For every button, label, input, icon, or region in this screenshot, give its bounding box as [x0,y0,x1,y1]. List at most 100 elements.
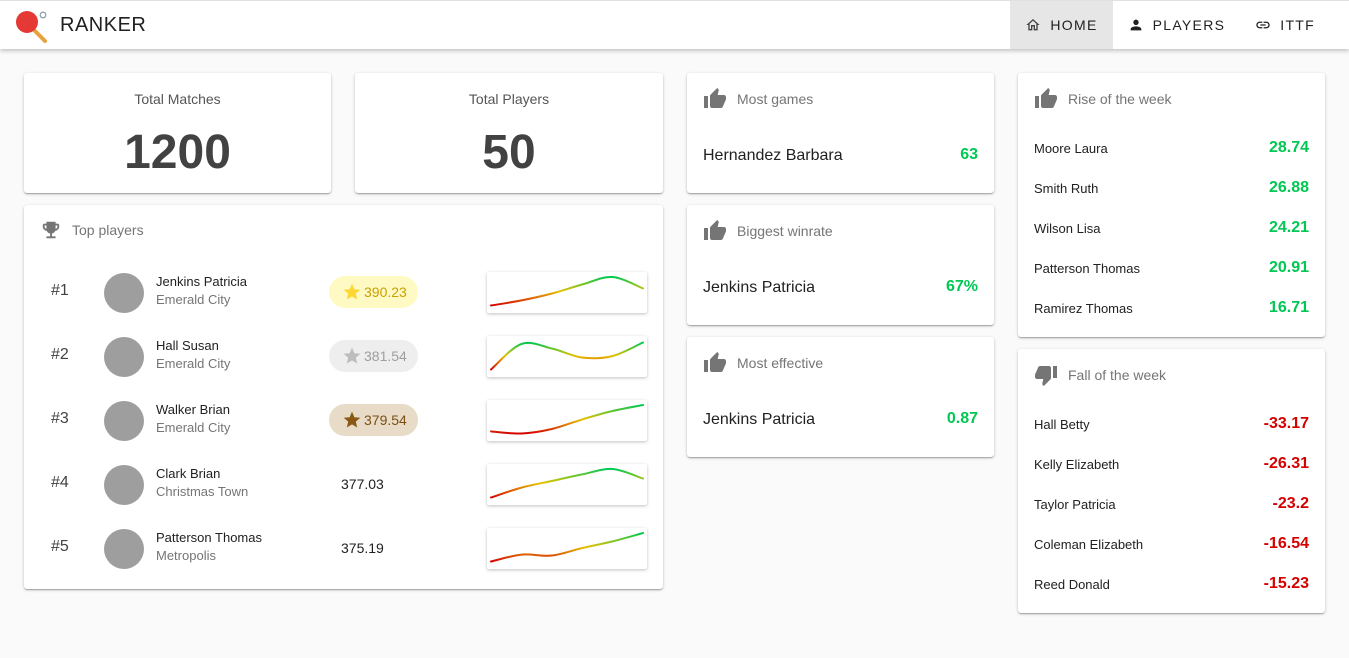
most-effective-title: Most effective [737,355,824,371]
biggest-winrate-card: Biggest winrate Jenkins Patricia 67% [687,205,994,325]
player-name[interactable]: Clark Brian [156,466,221,481]
most-games-title: Most games [737,91,814,107]
sparkline-chart [490,275,644,307]
player-trend-sparkline [487,464,647,505]
total-matches-value: 1200 [124,126,231,179]
top-players-card: Top players #1 Jenkins Patricia Emerald Ci… [24,205,663,589]
total-matches-label: Total Matches [134,91,221,107]
fall-player-value: -16.54 [1263,535,1309,552]
total-players-card: Total Players 50 [355,73,663,193]
nav-ittf[interactable]: ITTF [1240,1,1330,49]
avatar[interactable] [104,529,144,569]
rise-player-value: 20.91 [1268,259,1309,276]
player-city: Emerald City [156,356,231,371]
thumb-up-icon [1035,88,1057,108]
nav-home[interactable]: HOME [1010,1,1113,49]
table-row[interactable]: #3 Walker Brian Emerald City 379.54 [24,389,662,453]
sparkline-line [490,275,644,307]
player-name[interactable]: Patterson Thomas [156,530,262,545]
fall-of-week-title: Fall of the week [1068,367,1167,383]
fall-player-value: -15.23 [1263,575,1309,592]
player-score-value: 375.19 [341,540,384,556]
rise-of-week-title: Rise of the week [1068,91,1172,107]
list-item[interactable]: Patterson Thomas 20.91 [1034,256,1309,280]
list-item[interactable]: Smith Ruth 26.88 [1034,176,1309,200]
sparkline-line [490,467,644,499]
avatar[interactable] [104,401,144,441]
player-score-value: 390.23 [364,284,407,300]
thumb-up-icon [704,88,726,108]
total-matches-card: Total Matches 1200 [24,73,331,193]
most-games-player[interactable]: Hernandez Barbara [703,147,843,164]
sparkline-line [490,532,644,563]
list-item[interactable]: Reed Donald -15.23 [1034,572,1309,596]
avatar[interactable] [104,465,144,505]
player-city: Emerald City [156,292,231,307]
rise-player-value: 26.88 [1268,179,1309,196]
table-row[interactable]: #5 Patterson Thomas Metropolis 375.19 [24,517,662,581]
fall-player-value: -26.31 [1263,455,1309,472]
ping-pong-paddle-icon [16,11,47,43]
person-icon [1130,19,1141,31]
player-name[interactable]: Walker Brian [156,402,230,417]
gold-star-icon [343,283,361,300]
top-players-header: Top players [40,219,144,241]
rise-of-week-header: Rise of the week [1034,87,1172,111]
fall-player-name: Hall Betty [1034,416,1090,432]
most-effective-player[interactable]: Jenkins Patricia [703,411,816,428]
most-effective-value: 0.87 [946,410,978,427]
avatar[interactable] [104,273,144,313]
thumb-up-icon [704,352,726,372]
total-players-label: Total Players [468,91,550,107]
app-title[interactable]: RANKER [60,14,147,36]
biggest-winrate-value: 67% [945,278,978,295]
rise-player-name: Wilson Lisa [1034,220,1101,236]
list-item[interactable]: Hall Betty -33.17 [1034,412,1309,436]
player-rank: #1 [51,282,69,299]
sparkline-chart [490,532,644,563]
fall-player-name: Reed Donald [1034,576,1110,592]
table-row[interactable]: #4 Clark Brian Christmas Town 377.03 [24,453,662,517]
player-city: Metropolis [156,548,216,563]
sparkline-chart [490,467,644,499]
list-item[interactable]: Moore Laura 28.74 [1034,136,1309,160]
rise-player-name: Moore Laura [1034,140,1108,156]
most-effective-header: Most effective [703,351,823,375]
nav-home-label: HOME [1050,17,1098,33]
player-score: 375.19 [341,532,384,564]
total-players-value: 50 [482,126,536,179]
rise-player-name: Patterson Thomas [1034,260,1140,276]
table-row[interactable]: #2 Hall Susan Emerald City 381.54 [24,325,662,389]
biggest-winrate-player[interactable]: Jenkins Patricia [703,279,816,296]
nav-players[interactable]: PLAYERS [1113,1,1241,49]
fall-of-week-card: Fall of the week Hall Betty -33.17 Kelly … [1018,349,1325,613]
player-trend-sparkline [487,336,647,377]
fall-player-name: Coleman Elizabeth [1034,536,1144,552]
sparkline-line [490,404,644,435]
avatar[interactable] [104,337,144,377]
list-item[interactable]: Ramirez Thomas 16.71 [1034,296,1309,320]
list-item[interactable]: Coleman Elizabeth -16.54 [1034,532,1309,556]
table-row[interactable]: #1 Jenkins Patricia Emerald City 390.23 [24,261,662,325]
fall-of-week-header: Fall of the week [1034,363,1166,387]
rise-player-value: 24.21 [1268,219,1309,236]
rise-player-value: 28.74 [1268,139,1309,156]
rise-player-name: Ramirez Thomas [1034,300,1133,316]
player-rank: #3 [51,410,69,427]
fall-player-name: Kelly Elizabeth [1034,456,1120,472]
list-item[interactable]: Wilson Lisa 24.21 [1034,216,1309,240]
player-city: Christmas Town [156,484,249,499]
player-score: 377.03 [341,468,384,500]
list-item[interactable]: Kelly Elizabeth -26.31 [1034,452,1309,476]
player-name[interactable]: Hall Susan [156,338,219,353]
player-rank: #4 [51,474,69,491]
sparkline-chart [490,404,644,435]
player-name[interactable]: Jenkins Patricia [156,274,248,289]
list-item[interactable]: Taylor Patricia -23.2 [1034,492,1309,516]
player-trend-sparkline [487,400,647,441]
most-games-card: Most games Hernandez Barbara 63 [687,73,994,193]
most-games-value: 63 [960,146,978,163]
fall-player-value: -33.17 [1263,415,1309,432]
player-score: 379.54 [329,404,418,436]
top-players-title: Top players [72,222,144,238]
